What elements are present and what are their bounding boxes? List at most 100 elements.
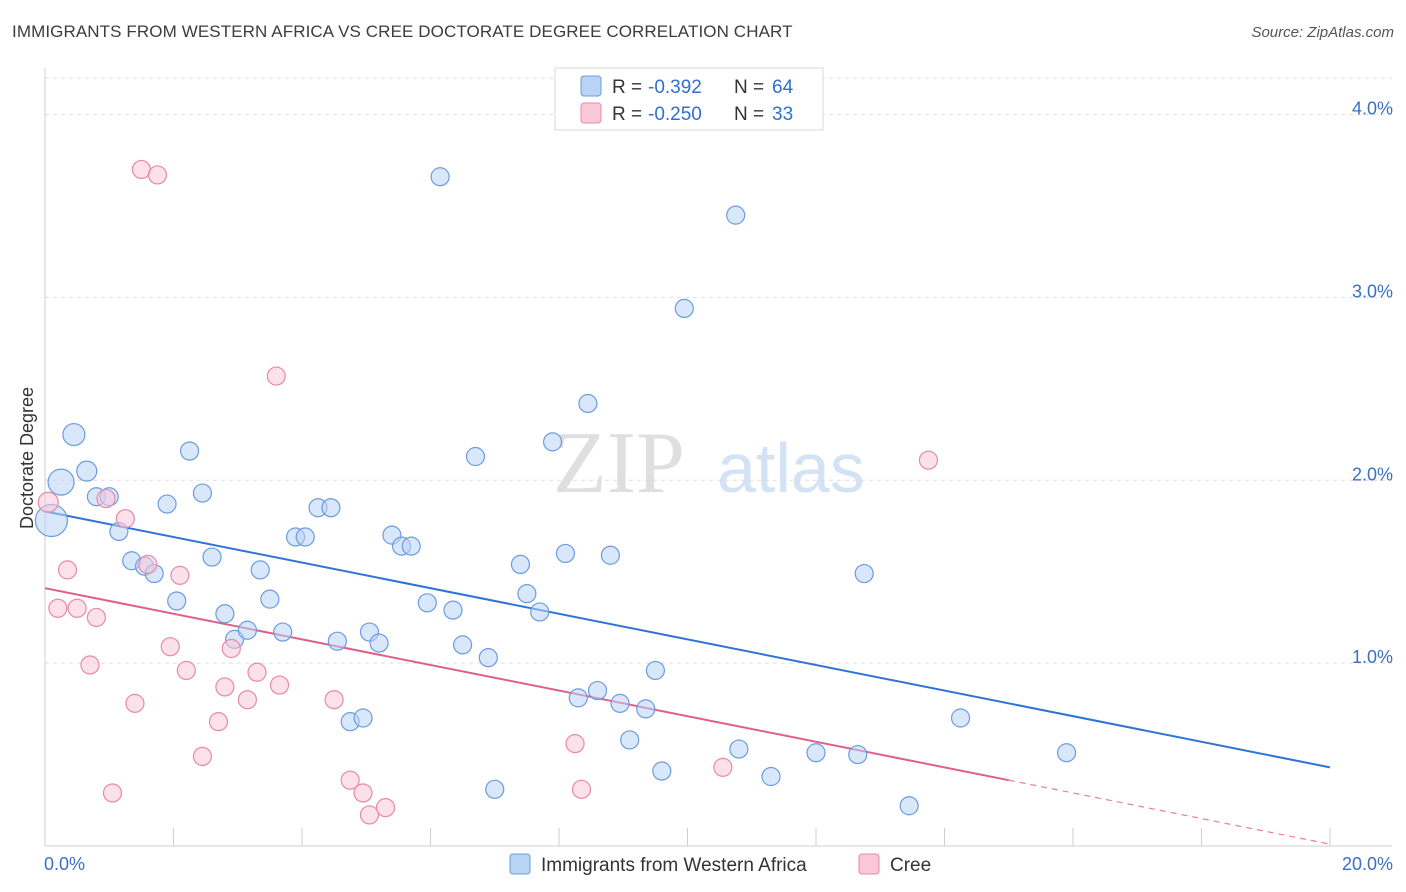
data-point-cree <box>192 746 213 767</box>
legend-swatch-western-africa <box>580 75 602 97</box>
data-point-western-africa <box>478 648 498 668</box>
bottom-legend: Immigrants from Western Africa Cree <box>509 853 931 876</box>
trend-line-extension <box>1008 779 1331 845</box>
data-point-cree <box>86 607 107 628</box>
data-point-cree <box>269 675 290 695</box>
data-point-western-africa <box>417 593 437 613</box>
legend-n-value-2: 33 <box>772 104 793 125</box>
legend-n-label-2: N = <box>734 104 764 125</box>
data-point-cree <box>115 509 135 529</box>
data-point-western-africa <box>674 298 694 318</box>
y-tick-label: 1.0% <box>1352 647 1393 667</box>
data-point-western-africa <box>1056 743 1077 763</box>
data-point-cree <box>48 598 68 618</box>
data-point-western-africa <box>443 600 463 620</box>
data-point-western-africa <box>327 631 347 651</box>
data-point-western-africa <box>453 635 473 655</box>
axes <box>44 68 1392 847</box>
data-point-western-africa <box>950 708 971 728</box>
data-point-western-africa <box>47 468 75 496</box>
data-point-cree <box>324 690 344 710</box>
data-point-western-africa <box>465 446 486 467</box>
data-point-western-africa <box>295 527 315 547</box>
data-point-western-africa <box>517 584 537 604</box>
data-point-cree <box>131 159 151 180</box>
data-point-western-africa <box>848 744 868 765</box>
data-point-cree <box>266 366 286 386</box>
data-point-cree <box>176 660 196 681</box>
legend-swatch-cree <box>580 102 602 124</box>
trend-lines <box>44 510 1331 845</box>
data-point-western-africa <box>620 730 640 750</box>
data-point-western-africa <box>636 699 656 719</box>
bottom-legend-swatch-cree <box>858 853 880 875</box>
legend-r-label-1: R = <box>612 77 642 98</box>
data-point-cree <box>565 733 585 754</box>
data-point-cree <box>125 693 145 713</box>
data-point-western-africa <box>62 422 86 447</box>
data-point-western-africa <box>401 536 421 556</box>
data-points <box>34 159 1077 825</box>
data-point-western-africa <box>215 604 235 624</box>
bottom-legend-swatch-western-africa <box>509 853 531 875</box>
data-point-western-africa <box>237 620 257 640</box>
data-point-western-africa <box>369 633 389 653</box>
data-point-cree <box>340 770 360 790</box>
data-point-cree <box>237 690 257 710</box>
data-point-western-africa <box>202 547 222 567</box>
data-point-western-africa <box>542 432 563 452</box>
legend-r-label-2: R = <box>612 104 642 125</box>
data-point-cree <box>96 488 116 509</box>
data-point-western-africa <box>192 483 213 503</box>
data-point-western-africa <box>530 602 550 622</box>
legend-r-value-1: -0.392 <box>648 77 702 98</box>
data-point-western-africa <box>353 708 373 728</box>
data-point-western-africa <box>321 498 341 518</box>
data-point-western-africa <box>167 591 187 611</box>
data-point-cree <box>359 805 380 825</box>
data-point-cree <box>221 638 241 659</box>
data-point-western-africa <box>726 205 746 225</box>
y-tick-label: 3.0% <box>1352 281 1393 301</box>
watermark-zip: ZIP <box>553 415 685 512</box>
data-point-cree <box>170 565 190 585</box>
legend-r-value-2: -0.250 <box>648 104 702 125</box>
bottom-legend-label-western-africa: Immigrants from Western Africa <box>541 855 807 876</box>
data-point-western-africa <box>854 563 874 584</box>
legend-n-label-1: N = <box>734 77 764 98</box>
data-point-cree <box>37 491 59 513</box>
grid-lines <box>45 77 1392 664</box>
data-point-western-africa <box>610 693 630 713</box>
trend-line <box>44 510 1331 769</box>
data-point-cree <box>713 757 733 777</box>
data-point-western-africa <box>806 743 826 763</box>
data-point-western-africa <box>761 766 781 787</box>
legend-n-value-1: 64 <box>772 77 794 98</box>
data-point-western-africa <box>430 167 450 187</box>
data-point-western-africa <box>510 554 531 575</box>
data-point-western-africa <box>157 494 177 514</box>
y-tick-label: 4.0% <box>1352 99 1393 119</box>
y-axis-label: Doctorate Degree <box>17 387 37 529</box>
watermark: ZIP atlas <box>553 415 865 512</box>
source-credit: Source: ZipAtlas.com <box>1251 24 1394 41</box>
data-point-cree <box>375 797 396 818</box>
data-point-western-africa <box>260 589 280 609</box>
data-point-cree <box>918 450 939 470</box>
watermark-atlas: atlas <box>717 429 865 507</box>
data-point-western-africa <box>600 545 621 565</box>
data-point-western-africa <box>250 560 270 580</box>
data-point-cree <box>208 712 229 732</box>
data-point-western-africa <box>273 622 293 642</box>
data-point-cree <box>138 554 158 575</box>
data-point-western-africa <box>645 660 665 681</box>
data-point-cree <box>102 783 123 803</box>
data-point-cree <box>247 662 267 682</box>
data-point-western-africa <box>179 441 200 461</box>
data-point-western-africa <box>578 393 598 414</box>
data-point-cree <box>571 779 592 799</box>
data-point-western-africa <box>76 460 98 482</box>
data-point-cree <box>215 677 235 697</box>
tick-labels: 1.0% 2.0% 3.0% 4.0% 0.0% 20.0% <box>44 99 1393 874</box>
